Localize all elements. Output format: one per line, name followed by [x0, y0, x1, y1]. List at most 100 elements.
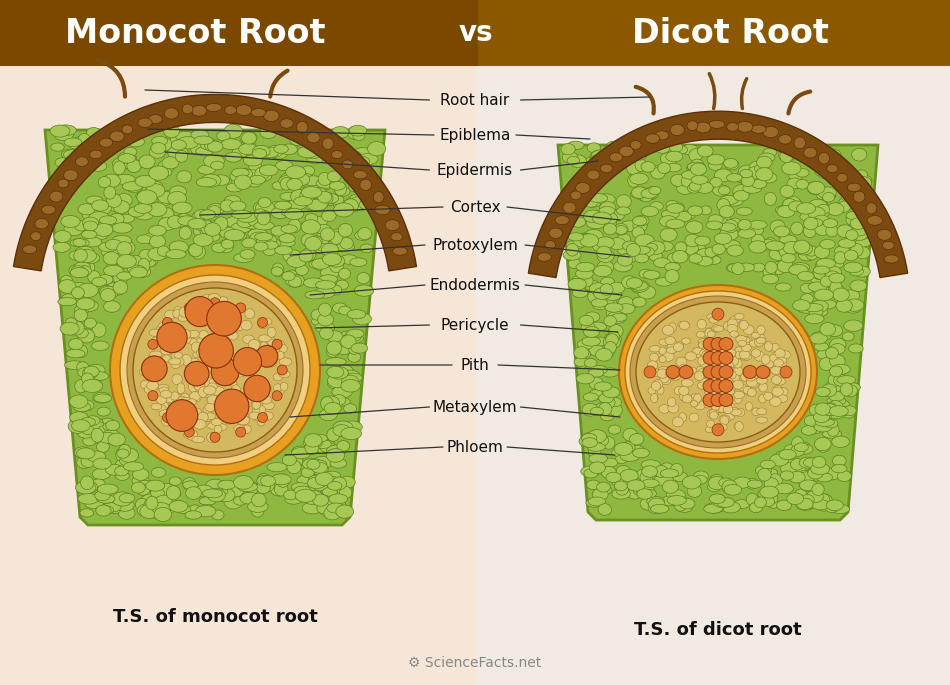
Ellipse shape: [704, 401, 712, 408]
Circle shape: [644, 366, 656, 378]
Ellipse shape: [305, 236, 321, 251]
Ellipse shape: [325, 137, 345, 147]
Ellipse shape: [157, 395, 166, 404]
Ellipse shape: [759, 395, 767, 403]
Ellipse shape: [141, 494, 159, 508]
Ellipse shape: [272, 182, 288, 190]
Ellipse shape: [235, 367, 246, 377]
Ellipse shape: [298, 132, 311, 140]
Ellipse shape: [783, 198, 802, 208]
Ellipse shape: [151, 506, 168, 520]
Ellipse shape: [794, 489, 808, 502]
Ellipse shape: [728, 386, 735, 392]
Ellipse shape: [120, 456, 136, 466]
Ellipse shape: [207, 488, 225, 502]
Ellipse shape: [775, 242, 788, 253]
Ellipse shape: [568, 259, 580, 269]
Ellipse shape: [138, 118, 152, 127]
Ellipse shape: [817, 349, 836, 360]
Ellipse shape: [82, 373, 93, 384]
Ellipse shape: [83, 217, 99, 228]
Ellipse shape: [333, 203, 353, 217]
Ellipse shape: [811, 332, 831, 341]
Ellipse shape: [844, 302, 862, 313]
Ellipse shape: [688, 206, 703, 216]
Ellipse shape: [248, 347, 256, 355]
Ellipse shape: [119, 445, 131, 457]
Ellipse shape: [808, 207, 826, 219]
Ellipse shape: [176, 214, 192, 225]
Ellipse shape: [60, 275, 73, 288]
Ellipse shape: [583, 197, 598, 208]
Circle shape: [272, 390, 282, 401]
Ellipse shape: [166, 486, 180, 500]
Ellipse shape: [682, 395, 693, 403]
Ellipse shape: [719, 478, 733, 487]
Ellipse shape: [649, 186, 661, 195]
Ellipse shape: [200, 226, 215, 236]
Ellipse shape: [187, 399, 197, 406]
Ellipse shape: [50, 143, 65, 151]
Ellipse shape: [92, 145, 108, 159]
Ellipse shape: [816, 473, 832, 482]
Ellipse shape: [659, 347, 666, 355]
Ellipse shape: [278, 371, 290, 377]
Ellipse shape: [126, 184, 142, 192]
Ellipse shape: [69, 395, 88, 408]
Ellipse shape: [237, 415, 250, 425]
Ellipse shape: [225, 216, 243, 227]
Ellipse shape: [809, 422, 824, 433]
Ellipse shape: [254, 384, 262, 392]
Ellipse shape: [867, 216, 883, 225]
Ellipse shape: [302, 458, 323, 469]
Ellipse shape: [566, 243, 579, 256]
Ellipse shape: [754, 497, 767, 508]
Ellipse shape: [101, 288, 116, 301]
Ellipse shape: [314, 440, 332, 449]
Ellipse shape: [660, 469, 678, 478]
Ellipse shape: [216, 371, 223, 382]
Ellipse shape: [347, 196, 367, 208]
Ellipse shape: [604, 219, 617, 228]
Ellipse shape: [836, 299, 852, 312]
Ellipse shape: [118, 153, 136, 163]
Ellipse shape: [188, 433, 198, 440]
Ellipse shape: [337, 440, 350, 451]
Ellipse shape: [697, 382, 708, 389]
Ellipse shape: [320, 227, 334, 241]
Ellipse shape: [652, 165, 671, 174]
Ellipse shape: [808, 182, 825, 194]
Ellipse shape: [691, 401, 697, 407]
Ellipse shape: [255, 342, 262, 349]
Ellipse shape: [218, 357, 230, 364]
Ellipse shape: [714, 169, 732, 182]
Ellipse shape: [627, 479, 645, 491]
Ellipse shape: [751, 234, 765, 247]
Ellipse shape: [217, 131, 230, 141]
Ellipse shape: [846, 214, 860, 225]
Ellipse shape: [90, 222, 108, 231]
Ellipse shape: [717, 199, 730, 212]
Ellipse shape: [643, 190, 658, 199]
Ellipse shape: [350, 258, 367, 266]
Ellipse shape: [137, 503, 158, 517]
Circle shape: [142, 356, 167, 382]
Ellipse shape: [707, 154, 725, 165]
Ellipse shape: [599, 208, 617, 221]
Ellipse shape: [597, 482, 610, 492]
Ellipse shape: [640, 471, 653, 484]
Ellipse shape: [694, 371, 704, 381]
Ellipse shape: [271, 474, 292, 485]
Ellipse shape: [718, 371, 726, 380]
Ellipse shape: [99, 242, 118, 252]
Ellipse shape: [749, 240, 767, 253]
Ellipse shape: [622, 299, 638, 308]
Ellipse shape: [267, 145, 283, 158]
Ellipse shape: [252, 401, 260, 409]
Ellipse shape: [597, 249, 615, 262]
Ellipse shape: [854, 177, 872, 190]
Ellipse shape: [709, 365, 718, 373]
Ellipse shape: [705, 503, 724, 513]
Ellipse shape: [809, 404, 825, 416]
Ellipse shape: [53, 185, 72, 195]
